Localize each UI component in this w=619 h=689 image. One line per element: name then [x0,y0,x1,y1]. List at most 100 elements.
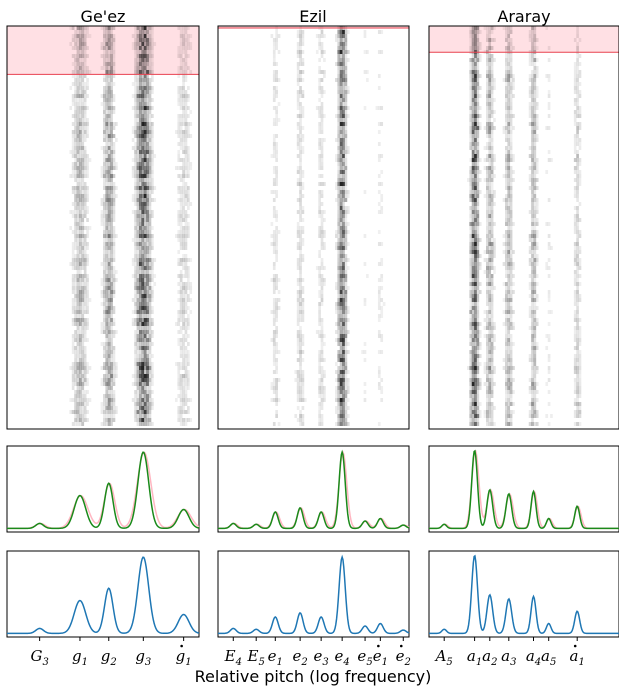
heatmap-cell [184,66,188,70]
heatmap-cell [86,322,89,326]
heatmap-cell [134,254,137,258]
heatmap-cell [334,158,338,162]
heatmap-cell [86,106,89,110]
heatmap-cell [74,382,77,386]
heatmap-cell [272,230,276,234]
heatmap-cell [505,262,508,266]
heatmap-cell [110,210,113,214]
heatmap-cell [74,106,77,110]
heatmap-cell [533,38,537,42]
heatmap-cell [153,258,157,262]
heatmap-cell [182,46,185,50]
heatmap-cell [139,402,142,406]
heatmap-cell [184,70,188,74]
heatmap-cell [143,366,147,370]
heatmap-cell [296,370,300,374]
heatmap-cell [299,294,302,298]
heatmap-cell [272,94,276,98]
heatmap-cell [339,166,343,170]
heatmap-cell [476,286,480,290]
heatmap-cell [112,402,116,406]
heatmap-cell [486,218,489,222]
heatmap-cell [476,346,480,350]
heatmap-cell [320,50,324,54]
heatmap-cell [83,238,87,242]
heatmap-cell [179,366,183,370]
heatmap-cell [105,222,109,226]
heatmap-cell [299,166,302,170]
heatmap-cell [182,262,185,266]
heatmap-cell [81,214,85,218]
heatmap-cell [474,166,477,170]
heatmap-cell [490,146,494,150]
heatmap-cell [578,54,582,58]
model-profile-ezil [217,550,410,638]
heatmap-cell [141,378,145,382]
heatmap-cell [334,410,338,414]
heatmap-cell [531,186,534,190]
heatmap-cell [277,278,281,282]
heatmap-cell [83,354,87,358]
heatmap-cell [184,154,188,158]
heatmap-cell [342,178,345,182]
heatmap-cell [74,38,77,42]
heatmap-cell [301,290,305,294]
heatmap-cell [184,26,188,30]
heatmap-cell [380,50,384,54]
heatmap-cell [112,418,116,422]
heatmap-cell [576,150,579,154]
heatmap-cell [136,342,140,346]
heatmap-cell [318,226,321,230]
heatmap-cell [528,122,532,126]
heatmap-cell [88,226,92,230]
heatmap-cell [486,146,489,150]
heatmap-cell [81,362,85,366]
heatmap-cell [301,62,305,66]
heatmap-cell [189,286,193,290]
heatmap-cell [151,402,154,406]
heatmap-cell [136,70,140,74]
heatmap-cell [110,106,113,110]
heatmap-cell [146,254,149,258]
heatmap-cell [469,218,473,222]
heatmap-cell [474,230,477,234]
heatmap-cell [105,122,109,126]
heatmap-cell [469,370,473,374]
heatmap-cell [81,238,85,242]
heatmap-cell [112,26,116,30]
heatmap-cell [74,242,77,246]
heatmap-cell [299,414,302,418]
heatmap-cell [74,150,77,154]
heatmap-cell [486,230,489,234]
heatmap-cell [76,58,80,62]
heatmap-cell [83,338,87,342]
heatmap-cell [76,290,80,294]
heatmap-cell [488,246,492,250]
heatmap-cell [573,262,577,266]
heatmap-cell [134,322,137,326]
heatmap-cell [380,258,384,262]
heatmap-cell [141,326,145,330]
heatmap-cell [337,190,341,194]
heatmap-cell [474,74,477,78]
heatmap-cell [342,90,345,94]
heatmap-cell [299,30,302,34]
heatmap-cell [175,234,178,238]
heatmap-cell [471,162,475,166]
heatmap-cell [471,286,475,290]
heatmap-cell [476,306,480,310]
heatmap-cell [146,262,149,266]
heatmap-cell [187,130,190,134]
heatmap-cell [74,234,77,238]
heatmap-cell [81,342,85,346]
heatmap-cell [100,326,104,330]
heatmap-cell [107,102,111,106]
heatmap-cell [146,122,149,126]
heatmap-cell [469,170,473,174]
heatmap-cell [318,330,321,334]
heatmap-cell [74,418,77,422]
heatmap-cell [323,374,326,378]
heatmap-cell [83,114,87,118]
heatmap-cell [272,86,276,90]
heatmap-cell [531,170,534,174]
